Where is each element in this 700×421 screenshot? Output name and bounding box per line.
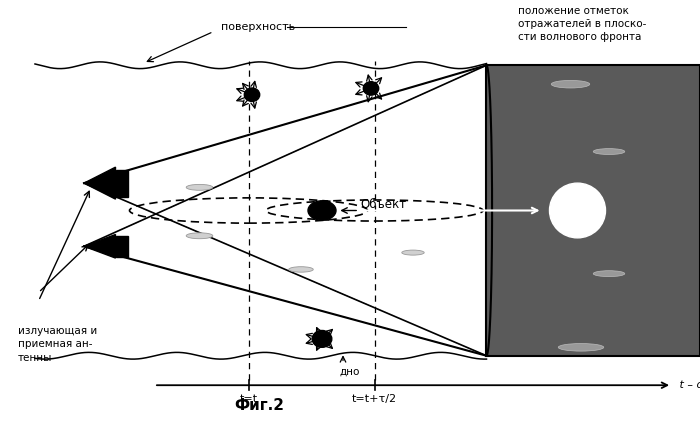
- Ellipse shape: [288, 267, 314, 272]
- Ellipse shape: [550, 183, 606, 238]
- Ellipse shape: [363, 82, 379, 95]
- Ellipse shape: [594, 149, 624, 155]
- Text: положение отметок
отражателей в плоско-
сти волнового фронта: положение отметок отражателей в плоско- …: [518, 6, 646, 42]
- Text: t=t: t=t: [239, 394, 258, 404]
- Ellipse shape: [312, 330, 332, 347]
- Ellipse shape: [552, 80, 589, 88]
- Ellipse shape: [186, 233, 213, 239]
- Text: t – ось времени: t – ось времени: [676, 380, 700, 390]
- Text: дно: дно: [340, 366, 360, 376]
- Bar: [116, 170, 128, 197]
- Bar: [116, 236, 128, 257]
- Ellipse shape: [594, 271, 624, 277]
- Text: Фиг.2: Фиг.2: [234, 398, 284, 413]
- Ellipse shape: [244, 88, 260, 101]
- Text: поверхность: поверхность: [220, 22, 295, 32]
- Text: t=t+τ/2: t=t+τ/2: [352, 394, 397, 404]
- Polygon shape: [84, 167, 116, 199]
- Ellipse shape: [308, 201, 336, 220]
- Ellipse shape: [186, 184, 213, 190]
- Polygon shape: [84, 234, 116, 258]
- Text: Объект: Объект: [360, 198, 407, 210]
- Text: излучающая и
приемная ан-
тенны: излучающая и приемная ан- тенны: [18, 326, 97, 362]
- Ellipse shape: [559, 344, 603, 351]
- Bar: [486, 65, 700, 356]
- Ellipse shape: [402, 250, 424, 255]
